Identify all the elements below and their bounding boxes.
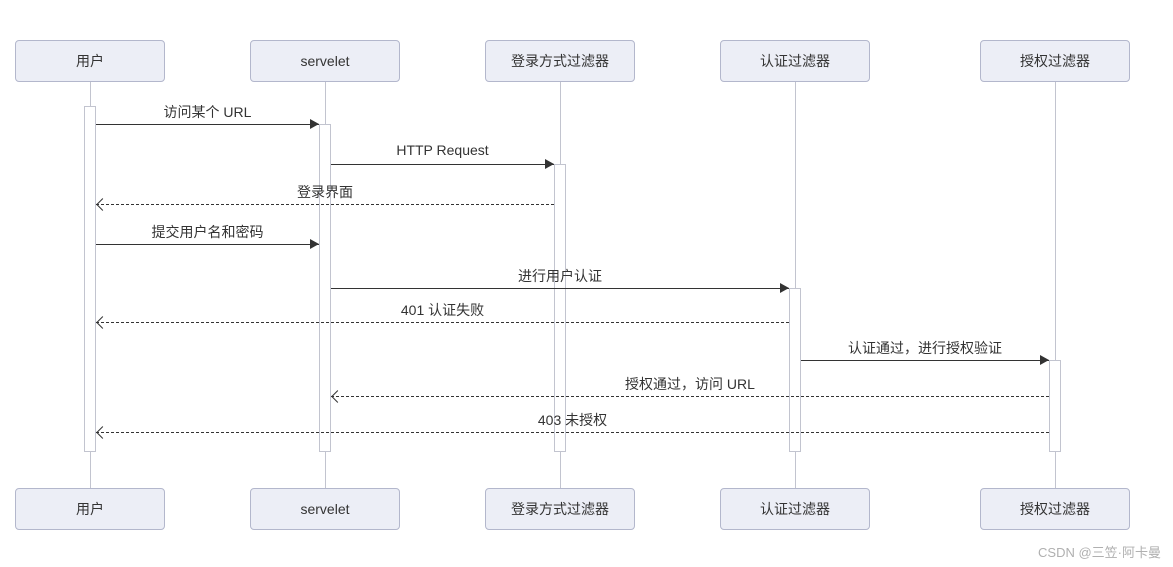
actor-label: 认证过滤器 [760, 499, 830, 519]
arrowhead-icon [780, 283, 789, 293]
actor-bottom-user: 用户 [15, 488, 165, 530]
arrowhead-icon [96, 198, 109, 211]
message-label-0: 访问某个 URL [164, 102, 252, 122]
actor-bottom-login: 登录方式过滤器 [485, 488, 635, 530]
arrowhead-icon [310, 239, 319, 249]
activation-login [554, 164, 566, 452]
actor-bottom-serv: servelet [250, 488, 400, 530]
activation-authz [1049, 360, 1061, 452]
message-label-6: 认证通过，进行授权验证 [848, 338, 1002, 358]
actor-label: servelet [300, 501, 349, 517]
actor-label: 用户 [76, 51, 104, 71]
activation-serv [319, 124, 331, 452]
message-line-5 [96, 322, 789, 323]
actor-bottom-authz: 授权过滤器 [980, 488, 1130, 530]
actor-label: 登录方式过滤器 [511, 51, 609, 71]
activation-authn [789, 288, 801, 452]
actor-top-authz: 授权过滤器 [980, 40, 1130, 82]
message-line-0 [96, 124, 319, 125]
actor-top-serv: servelet [250, 40, 400, 82]
watermark: CSDN @三笠·阿卡曼 [1038, 542, 1161, 561]
arrowhead-icon [96, 426, 109, 439]
message-line-8 [96, 432, 1049, 433]
actor-label: 用户 [76, 499, 104, 519]
arrowhead-icon [545, 159, 554, 169]
actor-top-login: 登录方式过滤器 [485, 40, 635, 82]
message-line-6 [801, 360, 1049, 361]
message-label-2: 登录界面 [297, 182, 353, 202]
message-label-8: 403 未授权 [538, 410, 607, 430]
actor-top-user: 用户 [15, 40, 165, 82]
arrowhead-icon [96, 316, 109, 329]
message-label-1: HTTP Request [396, 142, 488, 158]
message-line-4 [331, 288, 789, 289]
message-label-4: 进行用户认证 [518, 266, 602, 286]
actor-label: servelet [300, 53, 349, 69]
message-label-5: 401 认证失败 [401, 300, 484, 320]
actor-label: 认证过滤器 [760, 51, 830, 71]
arrowhead-icon [331, 390, 344, 403]
message-label-7: 授权通过，访问 URL [625, 374, 755, 394]
arrowhead-icon [1040, 355, 1049, 365]
actor-top-authn: 认证过滤器 [720, 40, 870, 82]
message-line-2 [96, 204, 554, 205]
actor-bottom-authn: 认证过滤器 [720, 488, 870, 530]
arrowhead-icon [310, 119, 319, 129]
sequence-diagram: 访问某个 URL HTTP Request 登录界面提交用户名和密码进行用户认证 40… [0, 0, 1173, 567]
actor-label: 登录方式过滤器 [511, 499, 609, 519]
message-line-3 [96, 244, 319, 245]
message-line-7 [331, 396, 1049, 397]
message-line-1 [331, 164, 554, 165]
activation-user [84, 106, 96, 452]
message-label-3: 提交用户名和密码 [152, 222, 264, 242]
actor-label: 授权过滤器 [1020, 499, 1090, 519]
actor-label: 授权过滤器 [1020, 51, 1090, 71]
